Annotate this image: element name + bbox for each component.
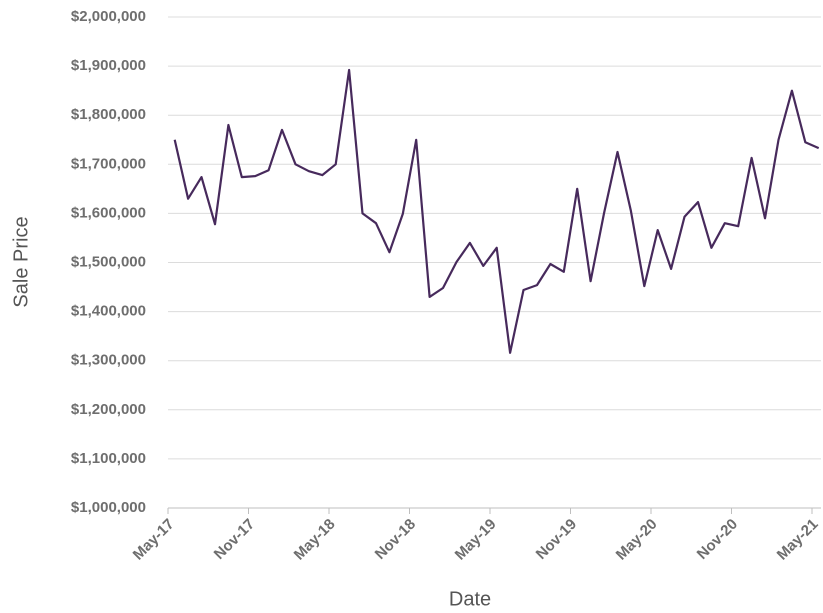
x-tick-label: Nov-20: [694, 516, 741, 563]
y-axis-title: Sale Price: [10, 216, 32, 307]
y-tick-label: $1,800,000: [71, 106, 146, 123]
y-tick-label: $1,500,000: [71, 253, 146, 270]
x-tick-label: Nov-17: [211, 516, 258, 563]
y-tick-label: $1,400,000: [71, 303, 146, 320]
price-line: [173, 68, 820, 354]
y-tick-label: $1,900,000: [71, 57, 146, 74]
x-tick-label: May-17: [130, 516, 178, 564]
y-tick-label: $2,000,000: [71, 8, 146, 25]
x-tick-label: May-21: [774, 516, 822, 564]
x-tick-label: May-20: [613, 516, 661, 564]
y-tick-label: $1,600,000: [71, 204, 146, 221]
x-tick-label: May-18: [291, 516, 339, 564]
x-tick-label: Nov-19: [533, 516, 580, 563]
x-tick-label: May-19: [452, 516, 500, 564]
y-tick-label: $1,200,000: [71, 401, 146, 418]
x-tick-label: Nov-18: [372, 516, 419, 563]
y-tick-label: $1,300,000: [71, 352, 146, 369]
y-tick-label: $1,700,000: [71, 155, 146, 172]
y-tick-label: $1,100,000: [71, 450, 146, 467]
y-tick-label: $1,000,000: [71, 499, 146, 516]
x-axis-title: Date: [449, 588, 491, 610]
